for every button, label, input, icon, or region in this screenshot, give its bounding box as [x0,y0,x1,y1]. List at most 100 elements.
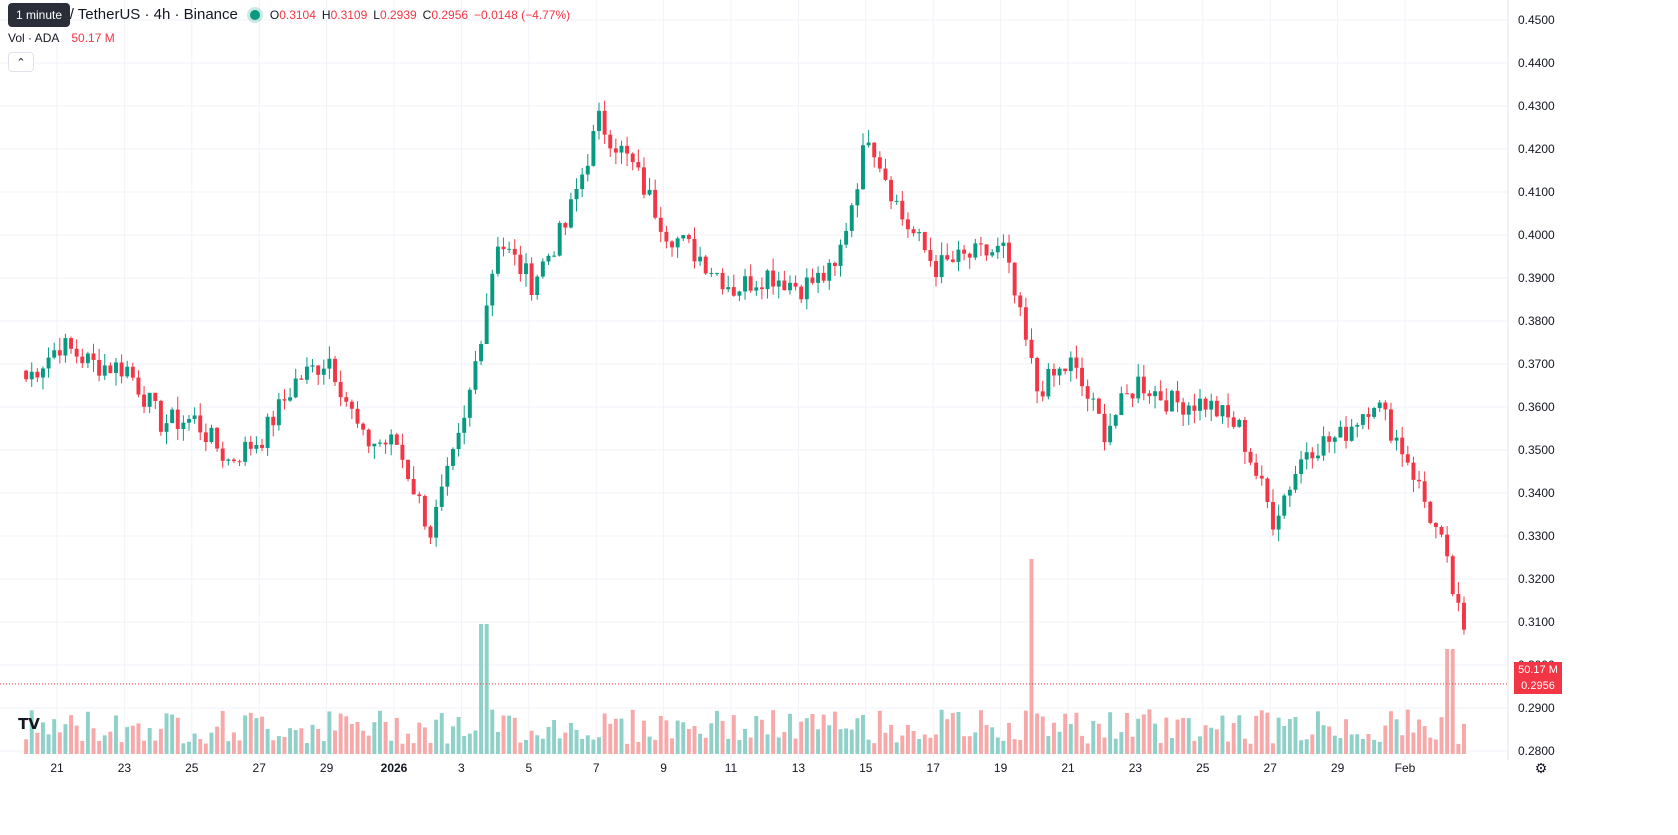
volume-bar [1366,734,1371,754]
volume-bar [810,714,815,754]
volume-bar [1096,723,1101,754]
candle-body [524,263,528,274]
volume-bar [743,728,748,754]
volume-bar [714,710,719,754]
volume-bar [636,741,641,754]
candle-body [445,465,450,487]
candle-body [119,362,124,377]
candle-body [1271,501,1275,530]
volume-bar [1327,726,1332,754]
volume-bar [495,731,500,754]
volume-bar [1113,738,1118,754]
volume-bar [956,711,961,754]
candle-body [978,243,983,245]
candle-body [658,217,663,232]
tradingview-logo-icon[interactable]: TV [18,715,40,733]
volume-bar [788,713,792,754]
candle-body [260,444,264,448]
volume-bar [900,735,905,754]
candle-body [585,165,590,175]
time-tick-label: 3 [458,761,465,775]
volume-bar [282,736,287,754]
volume-bar [872,743,877,754]
candle-body [1276,515,1281,530]
price-tick-label: 0.3600 [1518,400,1555,414]
candle-body [237,461,242,463]
volume-bar [821,714,826,754]
volume-bar [327,711,332,754]
candle-body [46,357,51,369]
collapse-legend-button[interactable]: ⌃ [8,52,34,72]
candle-body [333,358,337,383]
candle-body [1411,462,1416,480]
candle-body [467,389,472,418]
volume-bar [1394,719,1399,754]
volume-bar [608,723,613,754]
volume-bar [978,710,983,754]
volume-bar [1063,713,1068,754]
candle-body [1462,602,1466,630]
volume-bar [490,709,495,754]
volume-bar [1282,726,1287,754]
volume-bar [1231,723,1236,754]
candle-body [844,230,849,245]
volume-price-tag: 50.17 M [1514,662,1562,678]
candle-body [1209,400,1214,410]
volume-bar [568,722,573,754]
volume-bar [967,736,972,754]
volume-bar [1248,743,1253,754]
candle-body [816,272,821,283]
volume-bar [209,732,214,754]
volume-bar [411,743,416,754]
volume-bar [260,716,264,754]
candle-body [473,361,478,390]
candle-body [1080,367,1085,387]
open-value: O0.3104 [269,7,316,22]
volume-bar [299,728,304,754]
volume-bar [591,739,596,754]
chart-grid [0,0,1508,760]
volume-bar [973,732,978,754]
volume-bar [658,715,663,754]
candle-body [894,200,899,202]
candle-body [1377,402,1382,409]
candle-body [114,362,118,373]
candle-body [63,338,68,356]
candle-body [24,370,29,380]
candle-body [720,272,725,290]
volume-bar [686,728,691,754]
settings-gear-icon[interactable]: ⚙ [1534,760,1548,776]
candle-body [310,365,315,367]
candle-body [1344,426,1348,441]
volume-bar [1040,716,1045,754]
candle-body [1433,522,1438,527]
candle-body [1355,424,1360,427]
candle-body [1349,426,1354,441]
candle-body [686,235,691,240]
volume-label[interactable]: Vol · ADA [8,31,60,45]
volume-bar [630,709,635,754]
volume-bar [934,734,938,754]
candle-body [630,153,635,163]
time-tick-label: 21 [50,761,64,775]
candle-body [670,241,674,248]
candle-body [85,353,90,364]
candle-body [130,366,135,378]
candle-body [1282,495,1287,516]
volume-bar [816,729,821,754]
volume-bar [248,712,253,754]
volume-bar [754,715,759,754]
candle-body [1287,489,1292,496]
price-tick-label: 0.4300 [1518,99,1555,113]
volume-bar [939,709,944,754]
volume-bar [1108,712,1113,754]
volume-bar [187,741,191,754]
volume-bar [40,722,45,754]
volume-bar [69,715,74,754]
volume-bar [844,728,849,754]
volume-bar [46,734,51,754]
volume-bar [1242,738,1247,754]
candle-body [276,399,281,426]
volume-bar [698,733,703,754]
